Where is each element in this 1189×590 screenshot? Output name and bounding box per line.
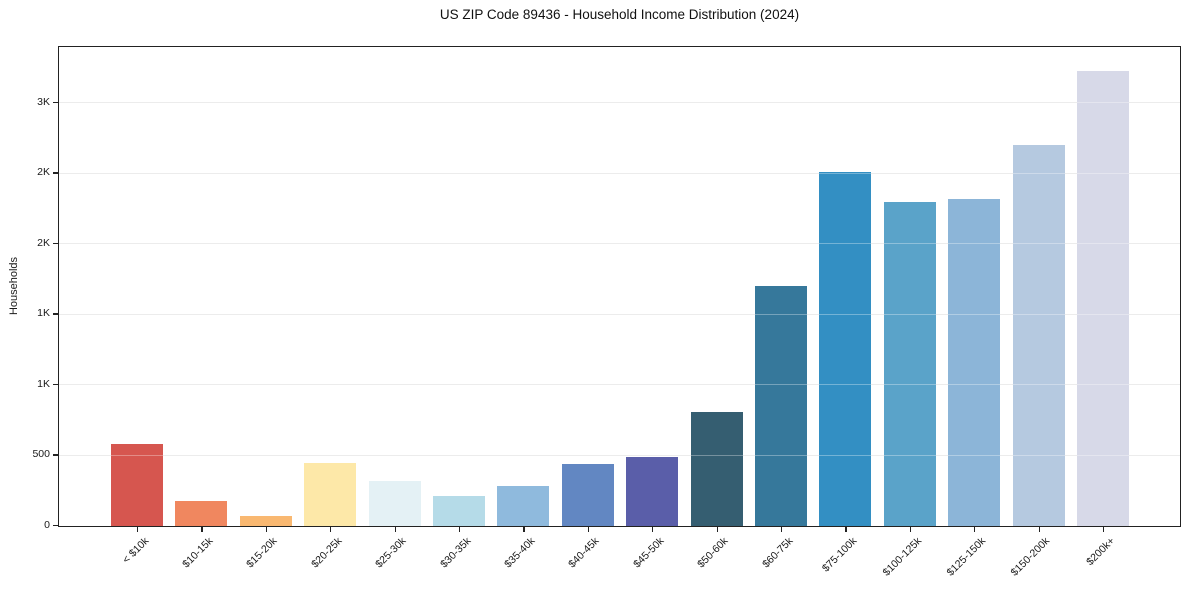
x-tick: [330, 527, 332, 532]
x-tick-label: $100-125k: [880, 535, 924, 579]
y-tick-label: 500: [32, 448, 50, 461]
x-tick-label: $75-100k: [819, 535, 860, 575]
gridline-overlay: [59, 384, 1180, 385]
gridline-overlay: [59, 102, 1180, 103]
bar-$20-25k: [304, 463, 357, 526]
bar-$60-75k: [755, 286, 807, 526]
x-tick-label: $35-40k: [502, 535, 538, 571]
x-tick: [845, 527, 847, 532]
bar-< $10k: [111, 444, 163, 526]
gridline-overlay: [59, 454, 1180, 456]
y-tick-label: 1K: [37, 377, 50, 390]
x-tick: [587, 527, 589, 532]
y-tick-label: 1K: [37, 307, 50, 320]
bar-$50-60k: [690, 411, 743, 526]
x-tick-label: $150-200k: [1009, 535, 1053, 579]
x-tick-label: < $10k: [119, 535, 151, 566]
x-tick: [652, 527, 654, 532]
x-tick: [716, 527, 718, 532]
gridline: [59, 102, 1180, 103]
bar-$40-45k: [561, 463, 614, 526]
gridline: [59, 172, 1180, 174]
chart-title: US ZIP Code 89436 - Household Income Dis…: [439, 7, 800, 22]
gridline: [59, 454, 1180, 456]
bar-$75-100k: [819, 172, 872, 526]
gridline-overlay: [59, 243, 1180, 244]
bar-$25-30k: [368, 480, 421, 526]
x-tick: [201, 527, 203, 532]
x-tick-label: $10-15k: [180, 535, 216, 571]
gridline-overlay: [59, 313, 1180, 315]
x-tick-label: $60-75k: [759, 535, 795, 571]
x-tick-label: $125-150k: [944, 535, 989, 579]
x-tick: [974, 527, 976, 532]
gridline: [59, 243, 1180, 244]
plot-area: [58, 46, 1181, 527]
bar-$125-150k: [948, 198, 1001, 526]
x-tick-label: $40-45k: [566, 535, 602, 571]
y-tick-label: 0: [44, 519, 50, 531]
x-tick-label: $50-60k: [695, 535, 731, 571]
bar-$15-20k: [239, 516, 292, 526]
x-tick: [458, 527, 461, 532]
x-tick: [780, 527, 783, 532]
x-tick-label: $20-25k: [308, 535, 345, 571]
gridline: [59, 313, 1180, 315]
y-axis-title: Households: [8, 256, 20, 316]
x-tick: [909, 527, 911, 532]
y-tick: [53, 242, 58, 245]
y-tick-label: 2K: [37, 236, 50, 249]
x-tick-label: $45-50k: [630, 535, 667, 571]
bar-$45-50k: [626, 456, 679, 526]
x-tick: [136, 527, 139, 532]
gridline-overlay: [59, 172, 1180, 174]
bar-$100-125k: [883, 201, 936, 526]
x-tick: [1038, 527, 1040, 532]
y-tick: [53, 313, 58, 315]
x-tick: [523, 527, 525, 532]
x-tick: [394, 527, 396, 532]
x-tick-label: $15-20k: [244, 535, 280, 571]
y-tick: [53, 101, 58, 104]
y-tick: [53, 524, 58, 527]
bar-$150-200k: [1012, 145, 1065, 526]
y-tick: [53, 383, 58, 386]
x-tick-label: $25-30k: [373, 535, 409, 571]
bar-$30-35k: [433, 496, 485, 526]
bar-$10-15k: [175, 500, 228, 526]
y-tick-label: 2K: [37, 166, 50, 179]
gridline: [59, 384, 1180, 385]
y-tick: [53, 454, 58, 456]
x-tick: [1102, 527, 1105, 532]
y-tick: [53, 172, 58, 174]
x-tick-label: $30-35k: [437, 535, 473, 571]
bar-$200k+: [1077, 70, 1129, 526]
bar-$35-40k: [497, 485, 550, 526]
x-tick-label: $200k+: [1083, 535, 1117, 569]
y-tick-label: 3K: [37, 95, 50, 108]
x-tick: [265, 527, 267, 532]
